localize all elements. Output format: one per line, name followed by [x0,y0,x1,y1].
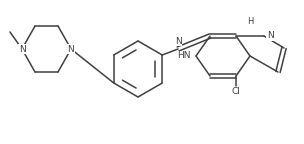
Text: Cl: Cl [232,88,240,96]
Text: HN: HN [177,52,191,60]
Text: H: H [247,18,253,26]
Text: N: N [267,32,273,40]
Text: N: N [174,36,181,46]
Text: N: N [19,44,25,54]
Text: N: N [67,44,74,54]
